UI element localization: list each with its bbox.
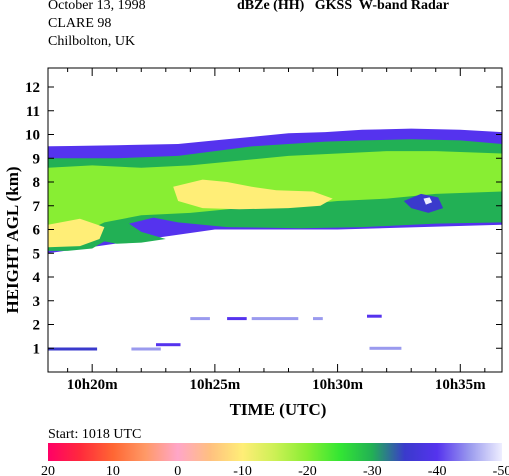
y-tick-label: 4 [33, 270, 41, 286]
sparse-echo-3 [190, 317, 210, 321]
sparse-echo-2 [156, 343, 181, 347]
reflectivity-field [48, 128, 502, 351]
colorbar [48, 443, 502, 461]
x-axis: 10h20m 10h25m 10h30m 10h35m [67, 68, 486, 393]
y-tick-label: 12 [25, 80, 40, 96]
x-tick-label: 10h35m [435, 377, 486, 393]
location-label: Chilbolton, UK [48, 34, 136, 49]
echo-region-3 [173, 179, 333, 210]
colorbar-tick-label: -20 [298, 464, 317, 476]
y-tick-label: 9 [33, 151, 41, 167]
echo-region-7 [423, 197, 433, 205]
x-tick-label: 10h30m [312, 377, 363, 393]
echo-region-4 [48, 218, 105, 248]
x-tick-label: 10h25m [189, 377, 240, 393]
sparse-echo-5 [251, 317, 299, 321]
colorbar-tick-label: 0 [174, 464, 181, 476]
sparse-echo-6 [313, 317, 323, 321]
colorbar-tick-label: -30 [363, 464, 382, 476]
echo-region-5 [48, 146, 142, 154]
sparse-echo-7 [367, 314, 382, 318]
sparse-echo-1 [131, 347, 161, 351]
sparse-echo-8 [369, 346, 402, 350]
y-tick-label: 8 [33, 175, 41, 191]
x-tick-label: 10h20m [67, 377, 118, 393]
start-time-label: Start: 1018 UTC [48, 427, 141, 442]
y-tick-label: 11 [26, 104, 40, 120]
y-tick-label: 3 [33, 294, 41, 310]
chart-title: dBZe (HH) GKSS W-band Radar [237, 0, 449, 13]
colorbar-tick-label: -40 [428, 464, 447, 476]
y-tick-label: 1 [33, 341, 41, 357]
plot-frame [47, 67, 503, 373]
colorbar-tick-label: 20 [41, 464, 55, 476]
y-tick-label: 6 [33, 223, 41, 239]
y-tick-label: 2 [33, 318, 41, 334]
y-tick-label: 10 [25, 128, 40, 144]
echo-region-6 [403, 193, 444, 213]
colorbar-labels: 20 10 0 -10 -20 -30 -40 -50 [41, 464, 509, 476]
colorbar-tick-label: -50 [493, 464, 509, 476]
sparse-echo-0 [48, 347, 98, 351]
y-axis-label: HEIGHT AGL (km) [3, 166, 22, 313]
y-tick-label: 5 [33, 246, 41, 262]
date-label: October 13, 1998 [48, 0, 146, 13]
colorbar-tick-label: -10 [233, 464, 252, 476]
y-tick-label: 7 [33, 199, 41, 215]
colorbar-tick-label: 10 [106, 464, 120, 476]
x-axis-label: TIME (UTC) [230, 400, 327, 419]
campaign-label: CLARE 98 [48, 16, 112, 31]
sparse-echo-4 [227, 317, 247, 321]
